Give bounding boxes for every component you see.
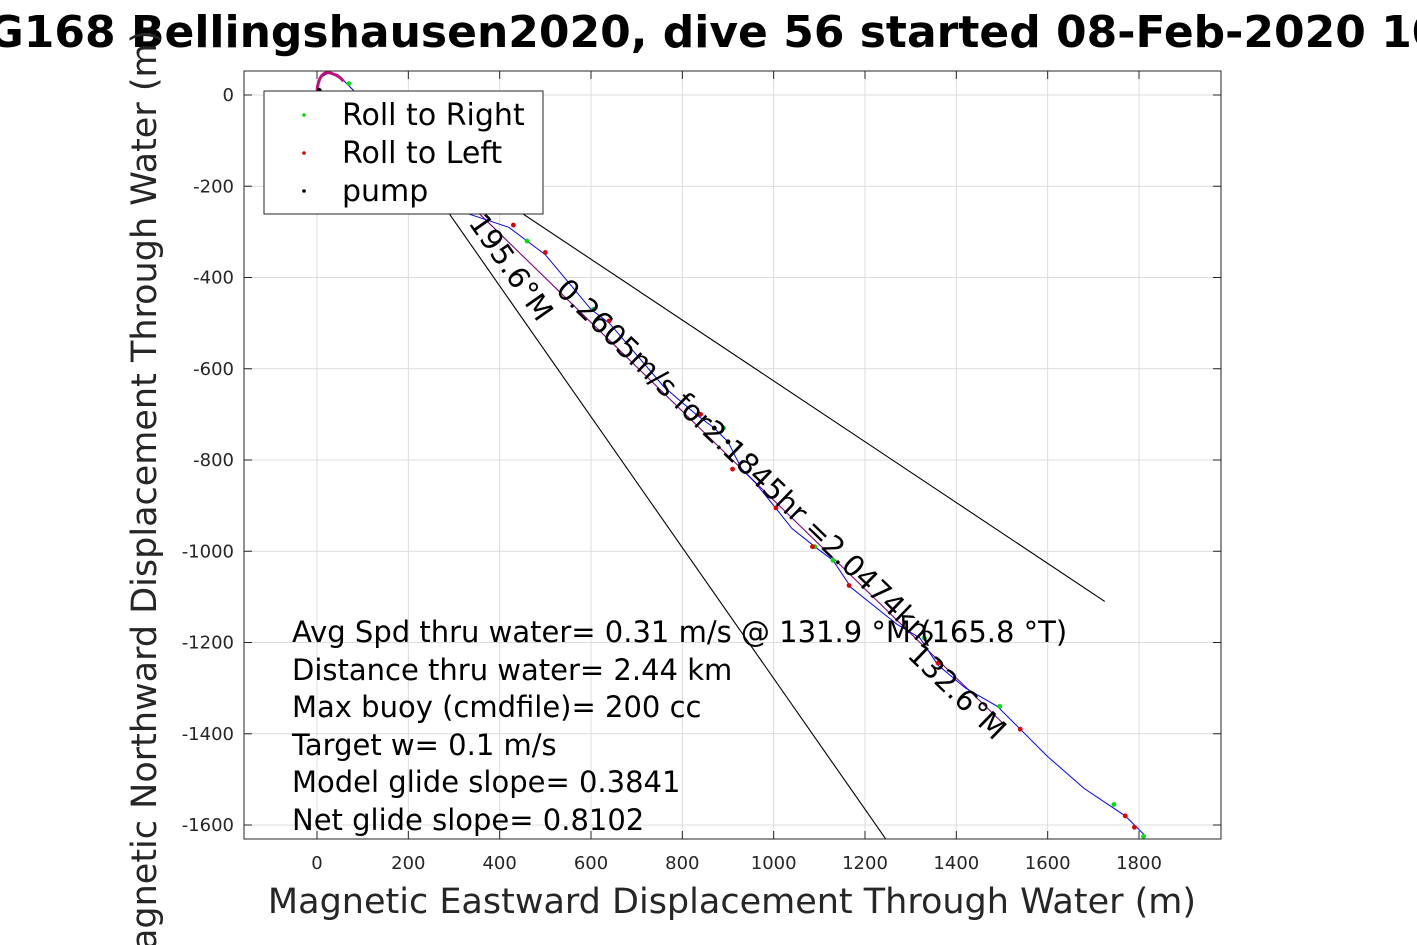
chart-title: SG168 Bellingshausen2020, dive 56 starte…: [0, 7, 1417, 58]
roll-right-point: [1111, 802, 1117, 807]
start-loop: [315, 71, 345, 91]
y-tick-label: -1200: [182, 633, 234, 654]
roll-left-point: [1122, 813, 1128, 819]
x-tick-label: 1200: [842, 853, 888, 874]
roll-right-point: [524, 238, 530, 244]
axis-ticks: 0 200 400 600 800 1000 1200 1400 1600 1800 0 -200 -4…: [182, 71, 1221, 874]
roll-left-point: [773, 505, 779, 511]
x-tick-label: 1800: [1116, 853, 1162, 874]
roll-left-point: [542, 250, 548, 255]
legend-label-roll-right: Roll to Right: [342, 98, 525, 133]
y-tick-label: -200: [193, 176, 234, 197]
annotation-model-glide-slope: Model glide slope= 0.3841: [292, 765, 680, 799]
y-tick-label: 0: [223, 85, 234, 106]
roll-left-point: [510, 222, 516, 228]
pump-point: [711, 425, 717, 431]
roll-right-point: [346, 81, 352, 86]
roll-left-point: [935, 660, 941, 666]
legend-marker-roll-right: [302, 113, 306, 117]
legend-label-pump: pump: [342, 174, 428, 209]
x-tick-label: 400: [482, 853, 516, 874]
legend-marker-roll-left: [302, 151, 306, 155]
legend-label-roll-left: Roll to Left: [342, 136, 502, 171]
roll-right-point: [921, 635, 927, 641]
x-tick-label: 1000: [751, 853, 797, 874]
y-tick-label: -600: [193, 359, 234, 380]
legend-marker-pump: [302, 189, 306, 193]
roll-right-point: [590, 307, 596, 312]
pump-point: [725, 439, 731, 445]
roll-left-point: [810, 544, 815, 550]
y-tick-label: -400: [193, 268, 234, 289]
roll-left-point: [730, 466, 735, 472]
legend: Roll to Right Roll to Left pump: [263, 90, 544, 215]
bearing-line: [385, 122, 887, 839]
y-tick-label: -1600: [182, 815, 234, 836]
x-tick-label: 200: [391, 853, 425, 874]
legend-box: [263, 90, 544, 215]
y-tick-label: -800: [193, 450, 234, 471]
roll-right-point: [830, 557, 836, 563]
roll-left-point: [698, 411, 703, 417]
annotation-max-buoy: Max buoy (cmdfile)= 200 cc: [292, 690, 701, 724]
roll-left-point: [1132, 824, 1137, 830]
roll-left-point: [846, 583, 852, 588]
x-tick-label: 1400: [933, 853, 979, 874]
plot-frame: [243, 70, 1222, 840]
x-tick-label: 0: [311, 853, 322, 874]
roll-left-point: [606, 318, 612, 324]
annotation-distance: Distance thru water= 2.44 km: [292, 653, 732, 687]
roll-right-point: [1141, 834, 1146, 839]
annotation-target-w: Target w= 0.1 m/s: [291, 728, 557, 762]
x-tick-label: 600: [574, 853, 608, 874]
y-tick-label: -1000: [182, 541, 234, 562]
roll-right-point: [997, 703, 1003, 709]
roll-right-point: [721, 425, 726, 431]
annotation-avg-speed: Avg Spd thru water= 0.31 m/s @ 131.9 °M …: [292, 615, 1067, 649]
x-tick-label: 1600: [1025, 853, 1071, 874]
x-axis-label: Magnetic Eastward Displacement Through W…: [268, 882, 1196, 922]
y-tick-label: -1400: [182, 724, 234, 745]
net-displacement-line: [385, 121, 1005, 726]
annotation-block: Avg Spd thru water= 0.31 m/s @ 131.9 °M …: [291, 615, 1067, 837]
annotation-net-glide-slope: Net glide slope= 0.8102: [292, 803, 644, 837]
x-tick-label: 800: [665, 853, 699, 874]
roll-left-point: [1017, 726, 1023, 732]
y-axis-label: Magnetic Northward Displacement Through …: [125, 30, 165, 945]
